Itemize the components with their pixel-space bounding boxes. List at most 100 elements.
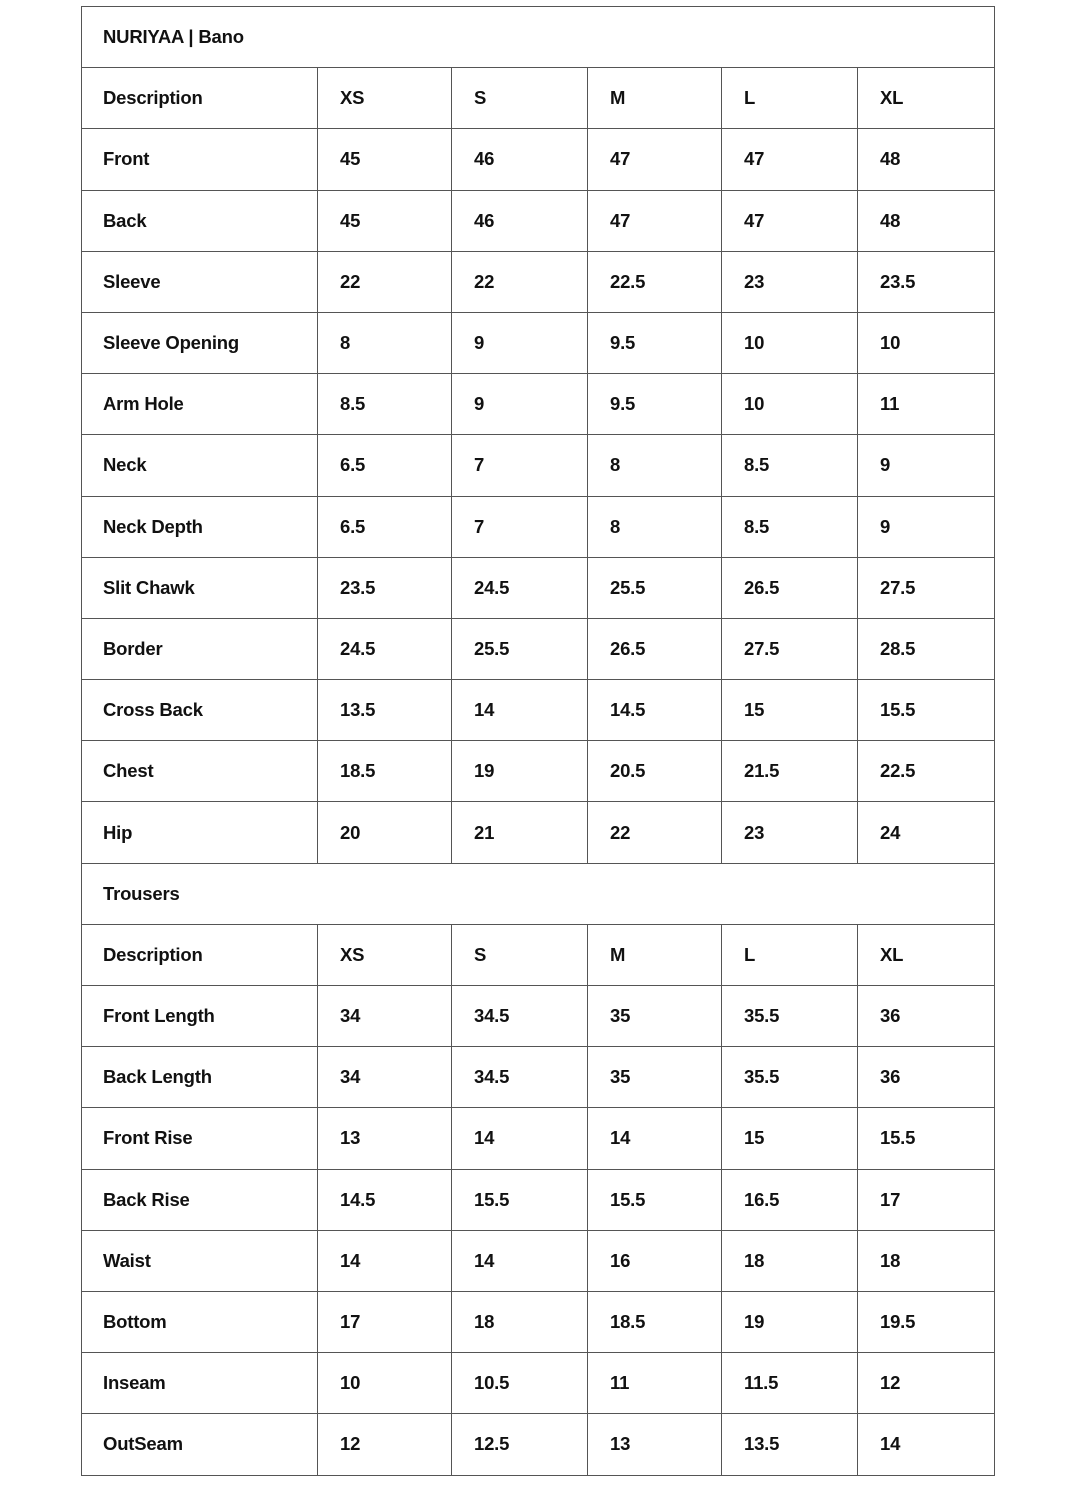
table-row: Back 45 46 47 47 48: [81, 189, 996, 252]
size-value-cell: 8.5: [317, 373, 452, 436]
size-value-cell: 9: [856, 495, 996, 558]
size-value-cell: 45: [317, 189, 452, 252]
size-value-cell: 9: [451, 373, 588, 436]
size-value-cell: 22.5: [856, 740, 996, 803]
size-value-cell: 17: [317, 1290, 452, 1354]
size-value-cell: 18: [451, 1290, 588, 1354]
description-cell: Inseam: [81, 1352, 318, 1415]
description-cell: Bottom: [81, 1290, 318, 1354]
size-value-cell: L: [721, 67, 858, 130]
size-value-cell: 23: [721, 801, 858, 864]
size-value-cell: 26.5: [721, 556, 858, 619]
header-row: Description XS S M L XL: [81, 67, 996, 130]
size-value-cell: 22.5: [587, 250, 722, 313]
size-value-cell: 45: [317, 128, 452, 191]
size-value-cell: 15.5: [451, 1168, 588, 1231]
size-value-cell: 47: [587, 128, 722, 191]
size-value-cell: 34.5: [451, 984, 588, 1048]
size-value-cell: 15: [721, 679, 858, 742]
size-value-cell: L: [721, 923, 858, 987]
size-value-cell: 14: [451, 1107, 588, 1170]
size-value-cell: 14: [587, 1107, 722, 1170]
size-value-cell: 8: [587, 434, 722, 497]
size-value-cell: 35: [587, 1046, 722, 1109]
size-value-cell: XS: [317, 923, 452, 987]
size-chart-table: NURIYAA | Bano Description XS S M L XL Front 45 4…: [80, 5, 996, 1476]
table-row: Hip 20 21 22 23 24: [81, 801, 996, 864]
size-value-cell: 15.5: [587, 1168, 722, 1231]
size-value-cell: 35: [587, 984, 722, 1048]
table-row: Slit Chawk 23.5 24.5 25.5 26.5 27.5: [81, 556, 996, 619]
table-row: OutSeam 12 12.5 13 13.5 14: [81, 1413, 996, 1476]
size-value-cell: S: [451, 67, 588, 130]
description-cell: Slit Chawk: [81, 556, 318, 619]
table-row: Sleeve 22 22 22.5 23 23.5: [81, 250, 996, 313]
description-cell: OutSeam: [81, 1413, 318, 1476]
size-value-cell: XS: [317, 67, 452, 130]
size-value-cell: 14.5: [587, 679, 722, 742]
table-row: Back Rise 14.5 15.5 15.5 16.5 17: [81, 1168, 996, 1231]
size-value-cell: 7: [451, 434, 588, 497]
size-value-cell: 19: [451, 740, 588, 803]
table-row: Front Rise 13 14 14 15 15.5: [81, 1107, 996, 1170]
size-value-cell: 48: [856, 128, 996, 191]
size-value-cell: 35.5: [721, 984, 858, 1048]
description-cell: Arm Hole: [81, 373, 318, 436]
size-value-cell: 21: [451, 801, 588, 864]
size-value-cell: 18.5: [317, 740, 452, 803]
table-row: Waist 14 14 16 18 18: [81, 1229, 996, 1292]
size-value-cell: 16.5: [721, 1168, 858, 1231]
description-cell: Front: [81, 128, 318, 191]
table-row: Bottom 17 18 18.5 19 19.5: [81, 1290, 996, 1354]
table-row: Cross Back 13.5 14 14.5 15 15.5: [81, 679, 996, 742]
size-value-cell: 14.5: [317, 1168, 452, 1231]
size-value-cell: 9: [856, 434, 996, 497]
table-row: Arm Hole 8.5 9 9.5 10 11: [81, 373, 996, 436]
size-value-cell: 25.5: [451, 617, 588, 681]
size-value-cell: 14: [451, 679, 588, 742]
size-value-cell: S: [451, 923, 588, 987]
table-row: Neck Depth 6.5 7 8 8.5 9: [81, 495, 996, 558]
description-cell: Cross Back: [81, 679, 318, 742]
size-value-cell: 10.5: [451, 1352, 588, 1415]
size-value-cell: 9: [451, 311, 588, 375]
size-value-cell: 23.5: [317, 556, 452, 619]
size-value-cell: XL: [856, 923, 996, 987]
size-value-cell: 11: [587, 1352, 722, 1415]
size-value-cell: 48: [856, 189, 996, 252]
description-cell: Chest: [81, 740, 318, 803]
size-value-cell: 46: [451, 189, 588, 252]
size-value-cell: 22: [317, 250, 452, 313]
size-value-cell: 24: [856, 801, 996, 864]
description-cell: Description: [81, 67, 318, 130]
description-cell: Border: [81, 617, 318, 681]
header-row: Description XS S M L XL: [81, 923, 996, 987]
table-row: Inseam 10 10.5 11 11.5 12: [81, 1352, 996, 1415]
table-title-row: NURIYAA | Bano: [80, 5, 996, 69]
size-value-cell: 28.5: [856, 617, 996, 681]
size-value-cell: XL: [856, 67, 996, 130]
description-cell: Back: [81, 189, 318, 252]
size-value-cell: 20: [317, 801, 452, 864]
size-value-cell: 13.5: [317, 679, 452, 742]
size-value-cell: 26.5: [587, 617, 722, 681]
description-cell: Front Rise: [81, 1107, 318, 1170]
size-value-cell: 34.5: [451, 1046, 588, 1109]
description-cell: Neck Depth: [81, 495, 318, 558]
description-cell: Waist: [81, 1229, 318, 1292]
size-value-cell: 22: [587, 801, 722, 864]
size-value-cell: 34: [317, 1046, 452, 1109]
table-row: Chest 18.5 19 20.5 21.5 22.5: [81, 740, 996, 803]
size-value-cell: 8: [317, 311, 452, 375]
table-row: Border 24.5 25.5 26.5 27.5 28.5: [81, 617, 996, 681]
table-row: Back Length 34 34.5 35 35.5 36: [81, 1046, 996, 1109]
size-value-cell: 36: [856, 1046, 996, 1109]
size-value-cell: 15: [721, 1107, 858, 1170]
size-chart-body: NURIYAA | Bano Description XS S M L XL Front 45 4…: [80, 5, 996, 1476]
size-value-cell: 9.5: [587, 373, 722, 436]
size-value-cell: 47: [721, 128, 858, 191]
size-value-cell: 12: [856, 1352, 996, 1415]
size-value-cell: 16: [587, 1229, 722, 1292]
size-value-cell: 25.5: [587, 556, 722, 619]
size-value-cell: 14: [317, 1229, 452, 1292]
